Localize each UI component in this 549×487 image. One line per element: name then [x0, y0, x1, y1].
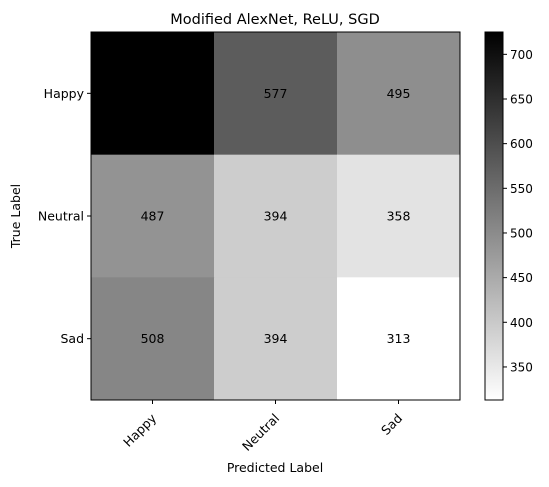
- cell-value-label: 358: [387, 209, 411, 224]
- heatmap-cell: [91, 32, 215, 156]
- colorbar-tick-label: 350: [510, 360, 533, 374]
- cell-value-label: 313: [387, 331, 411, 346]
- colorbar-tick-label: 600: [510, 137, 533, 151]
- cell-value-label: 725: [141, 86, 165, 101]
- cell-value-label: 495: [387, 86, 411, 101]
- y-axis-label: True Label: [8, 184, 23, 249]
- cell-value-label: 394: [264, 209, 288, 224]
- y-tick-label: Sad: [60, 331, 84, 346]
- heatmap-cell: [91, 277, 215, 401]
- colorbar-tick-label: 500: [510, 226, 533, 240]
- heatmap-cell: [214, 32, 338, 156]
- x-tick-label: Happy: [120, 410, 160, 450]
- colorbar-tick-label: 700: [510, 48, 533, 62]
- colorbar-tick-label: 550: [510, 182, 533, 196]
- colorbar-tick-label: 650: [510, 92, 533, 106]
- chart-title: Modified AlexNet, ReLU, SGD: [170, 12, 380, 28]
- cell-value-label: 577: [264, 86, 288, 101]
- colorbar-ticks: 350 400 450 500 550 600 650 700: [503, 48, 533, 374]
- colorbar: [484, 31, 504, 401]
- heatmap-cell: [214, 277, 338, 401]
- y-tick-label: Happy: [44, 86, 85, 101]
- heatmap-cell: [91, 154, 215, 278]
- x-axis-ticks: Happy Neutral Sad: [120, 400, 405, 454]
- heatmap-cell: [337, 277, 461, 401]
- heatmap-cell: [337, 32, 461, 156]
- colorbar-tick-label: 400: [510, 316, 533, 330]
- y-tick-label: Neutral: [38, 209, 84, 224]
- x-tick-label: Neutral: [239, 411, 282, 454]
- heatmap-cell: [214, 154, 338, 278]
- x-axis-label: Predicted Label: [227, 460, 323, 475]
- heatmap-cell: [337, 154, 461, 278]
- y-axis-ticks: Happy Neutral Sad: [38, 86, 91, 346]
- cell-value-label: 487: [141, 209, 165, 224]
- colorbar-tick-label: 450: [510, 271, 533, 285]
- cell-value-label: 394: [264, 331, 288, 346]
- heatmap-cells: 725 577 495 487 394 358 508 394 313: [91, 32, 461, 401]
- x-tick-label: Sad: [378, 411, 405, 438]
- cell-value-label: 508: [141, 331, 165, 346]
